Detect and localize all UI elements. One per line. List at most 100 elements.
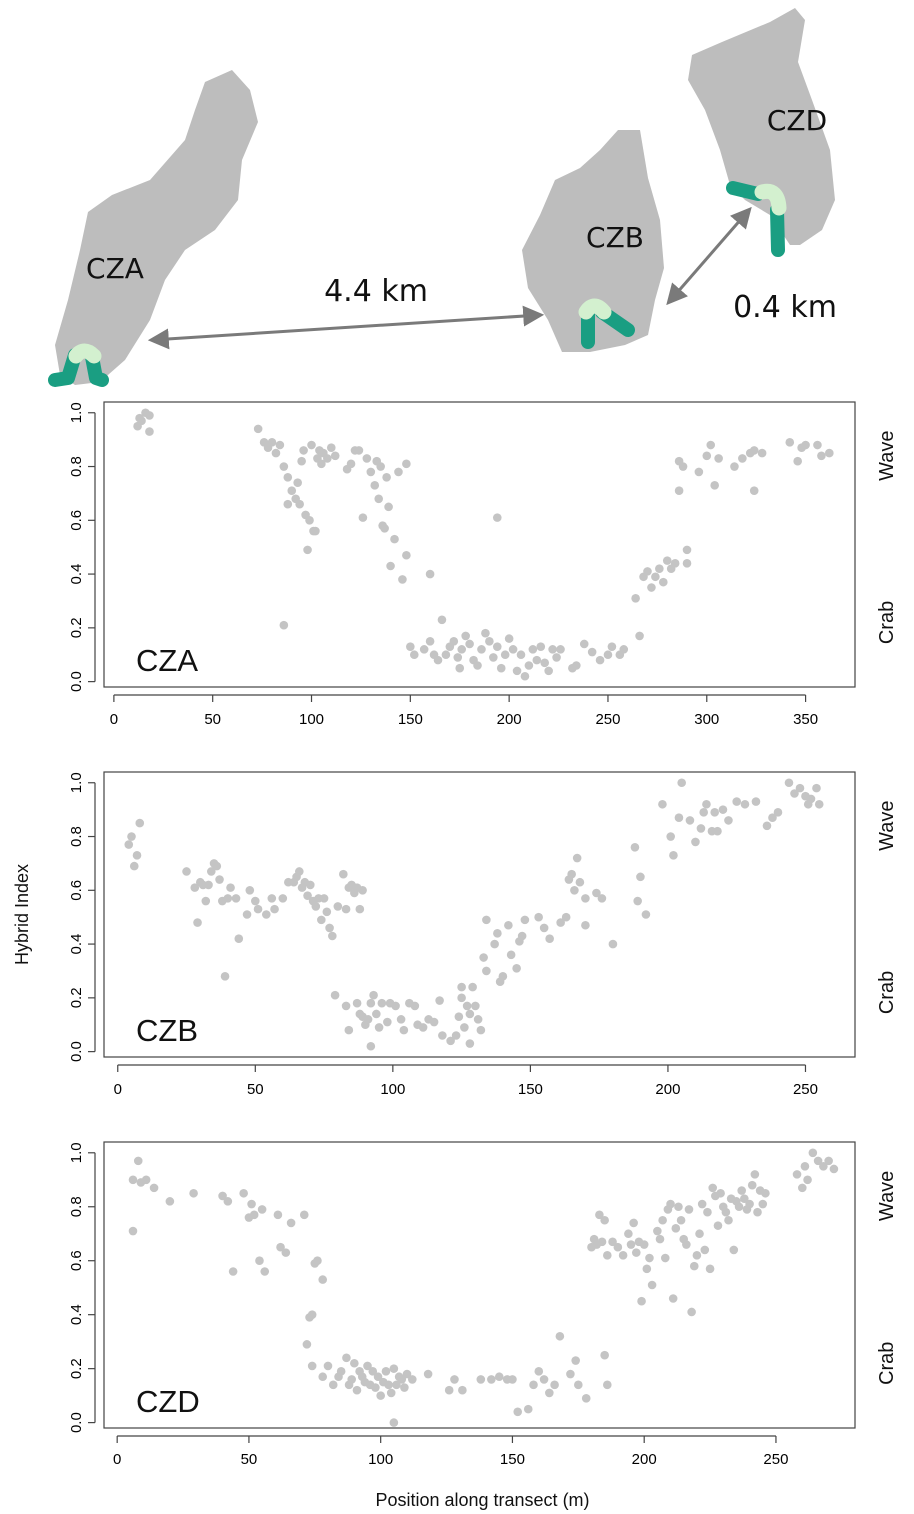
data-point [215,875,224,884]
island-czd: CZD [688,8,835,257]
data-point [757,448,767,458]
data-point [419,645,429,654]
data-point [476,1375,486,1384]
data-point [220,972,230,981]
y-tick-label: 1.0 [68,772,85,793]
data-point [630,842,640,852]
data-point [322,907,332,917]
data-point [658,1215,667,1225]
data-point [658,799,667,809]
data-point [750,1170,760,1179]
data-point [476,1025,486,1035]
data-point [730,462,739,471]
data-point [660,1253,670,1263]
data-point [398,575,407,584]
data-point [234,934,244,943]
x-tick-label: 300 [694,711,719,728]
data-point [328,931,337,941]
data-point [132,851,142,860]
data-point [534,912,543,922]
data-point [249,1210,259,1220]
data-point [793,456,802,466]
data-point [670,559,680,568]
x-tick-label: 250 [763,1451,788,1468]
y-tick-label: 0.6 [68,880,85,901]
data-point [326,443,336,453]
data-point [517,931,527,941]
data-point [504,920,513,930]
data-point [479,953,488,962]
data-point [545,1388,554,1398]
data-point [319,894,329,903]
data-point [299,1210,309,1220]
data-point [231,894,241,903]
data-point [391,1001,400,1011]
data-point [561,912,571,922]
data-point [390,534,399,544]
data-point [293,478,302,487]
data-point [708,1183,718,1193]
data-point [619,645,629,654]
data-point [485,636,494,646]
data-point [524,661,534,670]
data-point [380,524,389,533]
data-point [279,462,289,471]
data-point [128,1226,138,1236]
data-point [295,867,304,876]
data-point [305,516,314,525]
island-cza: CZA [48,70,258,387]
data-point [328,1380,338,1390]
data-point [674,1202,683,1212]
data-point [193,918,202,927]
data-point [352,1385,362,1395]
y-tick-label: 0.0 [68,1041,85,1062]
data-point [330,451,340,461]
data-point [425,636,435,646]
x-tick-label: 50 [204,711,221,728]
data-point [520,915,530,925]
data-point [732,797,742,806]
data-point [721,1207,731,1217]
data-point [493,929,502,938]
data-point [457,993,466,1003]
data-point [694,467,704,477]
x-tick-label: 100 [299,711,324,728]
data-point [392,1380,401,1390]
data-point [534,1367,544,1376]
czd-arm-right [770,203,785,257]
data-point [438,1031,447,1040]
data-point [718,805,728,814]
data-point [674,486,684,496]
data-point [785,438,795,447]
data-point [286,1218,296,1228]
data-point [512,963,521,973]
data-point [223,1197,233,1206]
data-point [581,1394,591,1403]
data-point [597,894,607,903]
data-point [287,486,297,496]
data-point [581,894,590,903]
data-point [397,1375,407,1384]
data-point [516,650,526,660]
data-point [574,1380,583,1390]
data-point [318,1275,328,1284]
data-point [457,645,467,654]
data-point [812,783,821,793]
data-point [450,1375,459,1384]
data-point [814,799,824,809]
data-point [133,1156,143,1166]
data-point [540,658,550,668]
data-point [676,1215,686,1225]
data-point [297,456,306,466]
x-tick-label: 200 [655,1081,680,1098]
data-point [223,894,233,903]
y-axis-title: Hybrid Index [12,864,32,965]
data-point [381,1367,391,1376]
data-point [626,1240,636,1249]
data-point [685,816,695,825]
data-point [273,1210,283,1220]
data-point [366,1041,376,1051]
y-tick-label: 1.0 [68,1142,85,1163]
data-point [255,1256,264,1266]
data-point [749,486,759,496]
